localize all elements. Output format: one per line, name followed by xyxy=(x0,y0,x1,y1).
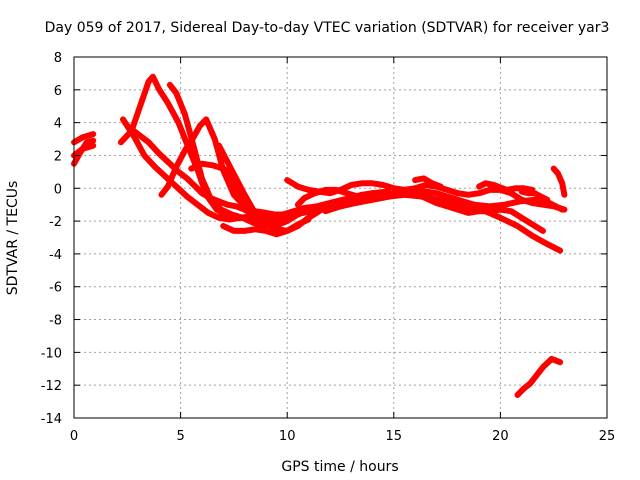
series-line-arc-21 xyxy=(550,165,568,198)
y-tick-label: -8 xyxy=(49,314,62,329)
y-tick-label: 4 xyxy=(54,117,62,132)
axis-ticks: 0 5 10 15 20 25 -14 -12 -10 -8 -6 -4 -2 0 2 4 6 8 xyxy=(41,51,616,444)
series-line-arc-20 xyxy=(518,188,551,203)
grid-lines xyxy=(74,57,607,418)
chart-title: Day 059 of 2017, Sidereal Day-to-day VTE… xyxy=(45,20,610,36)
series-line-arc-22 xyxy=(514,355,564,398)
y-tick-label: -14 xyxy=(41,412,62,427)
series-line-arc-14 xyxy=(322,190,566,215)
series-line-arc-16 xyxy=(401,190,546,234)
x-tick-label: 0 xyxy=(70,429,78,444)
x-tick-label: 5 xyxy=(176,429,184,444)
series-line-arc-8 xyxy=(166,81,419,229)
plot-frame xyxy=(73,56,608,419)
y-tick-label: -4 xyxy=(49,248,62,263)
series-line-arc-9 xyxy=(188,160,289,226)
y-tick-label: 6 xyxy=(54,84,62,99)
y-tick-label: -2 xyxy=(49,215,62,230)
x-tick-label: 20 xyxy=(492,429,509,444)
y-tick-label: 8 xyxy=(54,51,62,66)
x-axis-label: GPS time / hours xyxy=(281,459,398,475)
series-line-arc-13 xyxy=(284,177,568,213)
y-tick-label: 0 xyxy=(54,182,62,197)
series-line-arc-2 xyxy=(71,131,97,146)
x-tick-label: 25 xyxy=(599,429,616,444)
series-line-arc-3 xyxy=(71,142,97,159)
x-tick-label: 15 xyxy=(386,429,403,444)
y-tick-label: -12 xyxy=(41,379,62,394)
series-line-arc-17 xyxy=(412,175,444,190)
y-tick-label: 2 xyxy=(54,149,62,164)
y-axis-label: SDTVAR / TECUs xyxy=(5,181,21,296)
series-line-arc-11 xyxy=(220,216,312,238)
x-tick-label: 10 xyxy=(279,429,296,444)
y-tick-label: -6 xyxy=(49,281,62,296)
y-tick-label: -10 xyxy=(41,346,62,361)
series-layer xyxy=(71,73,568,398)
series-line-arc-19 xyxy=(503,185,536,193)
